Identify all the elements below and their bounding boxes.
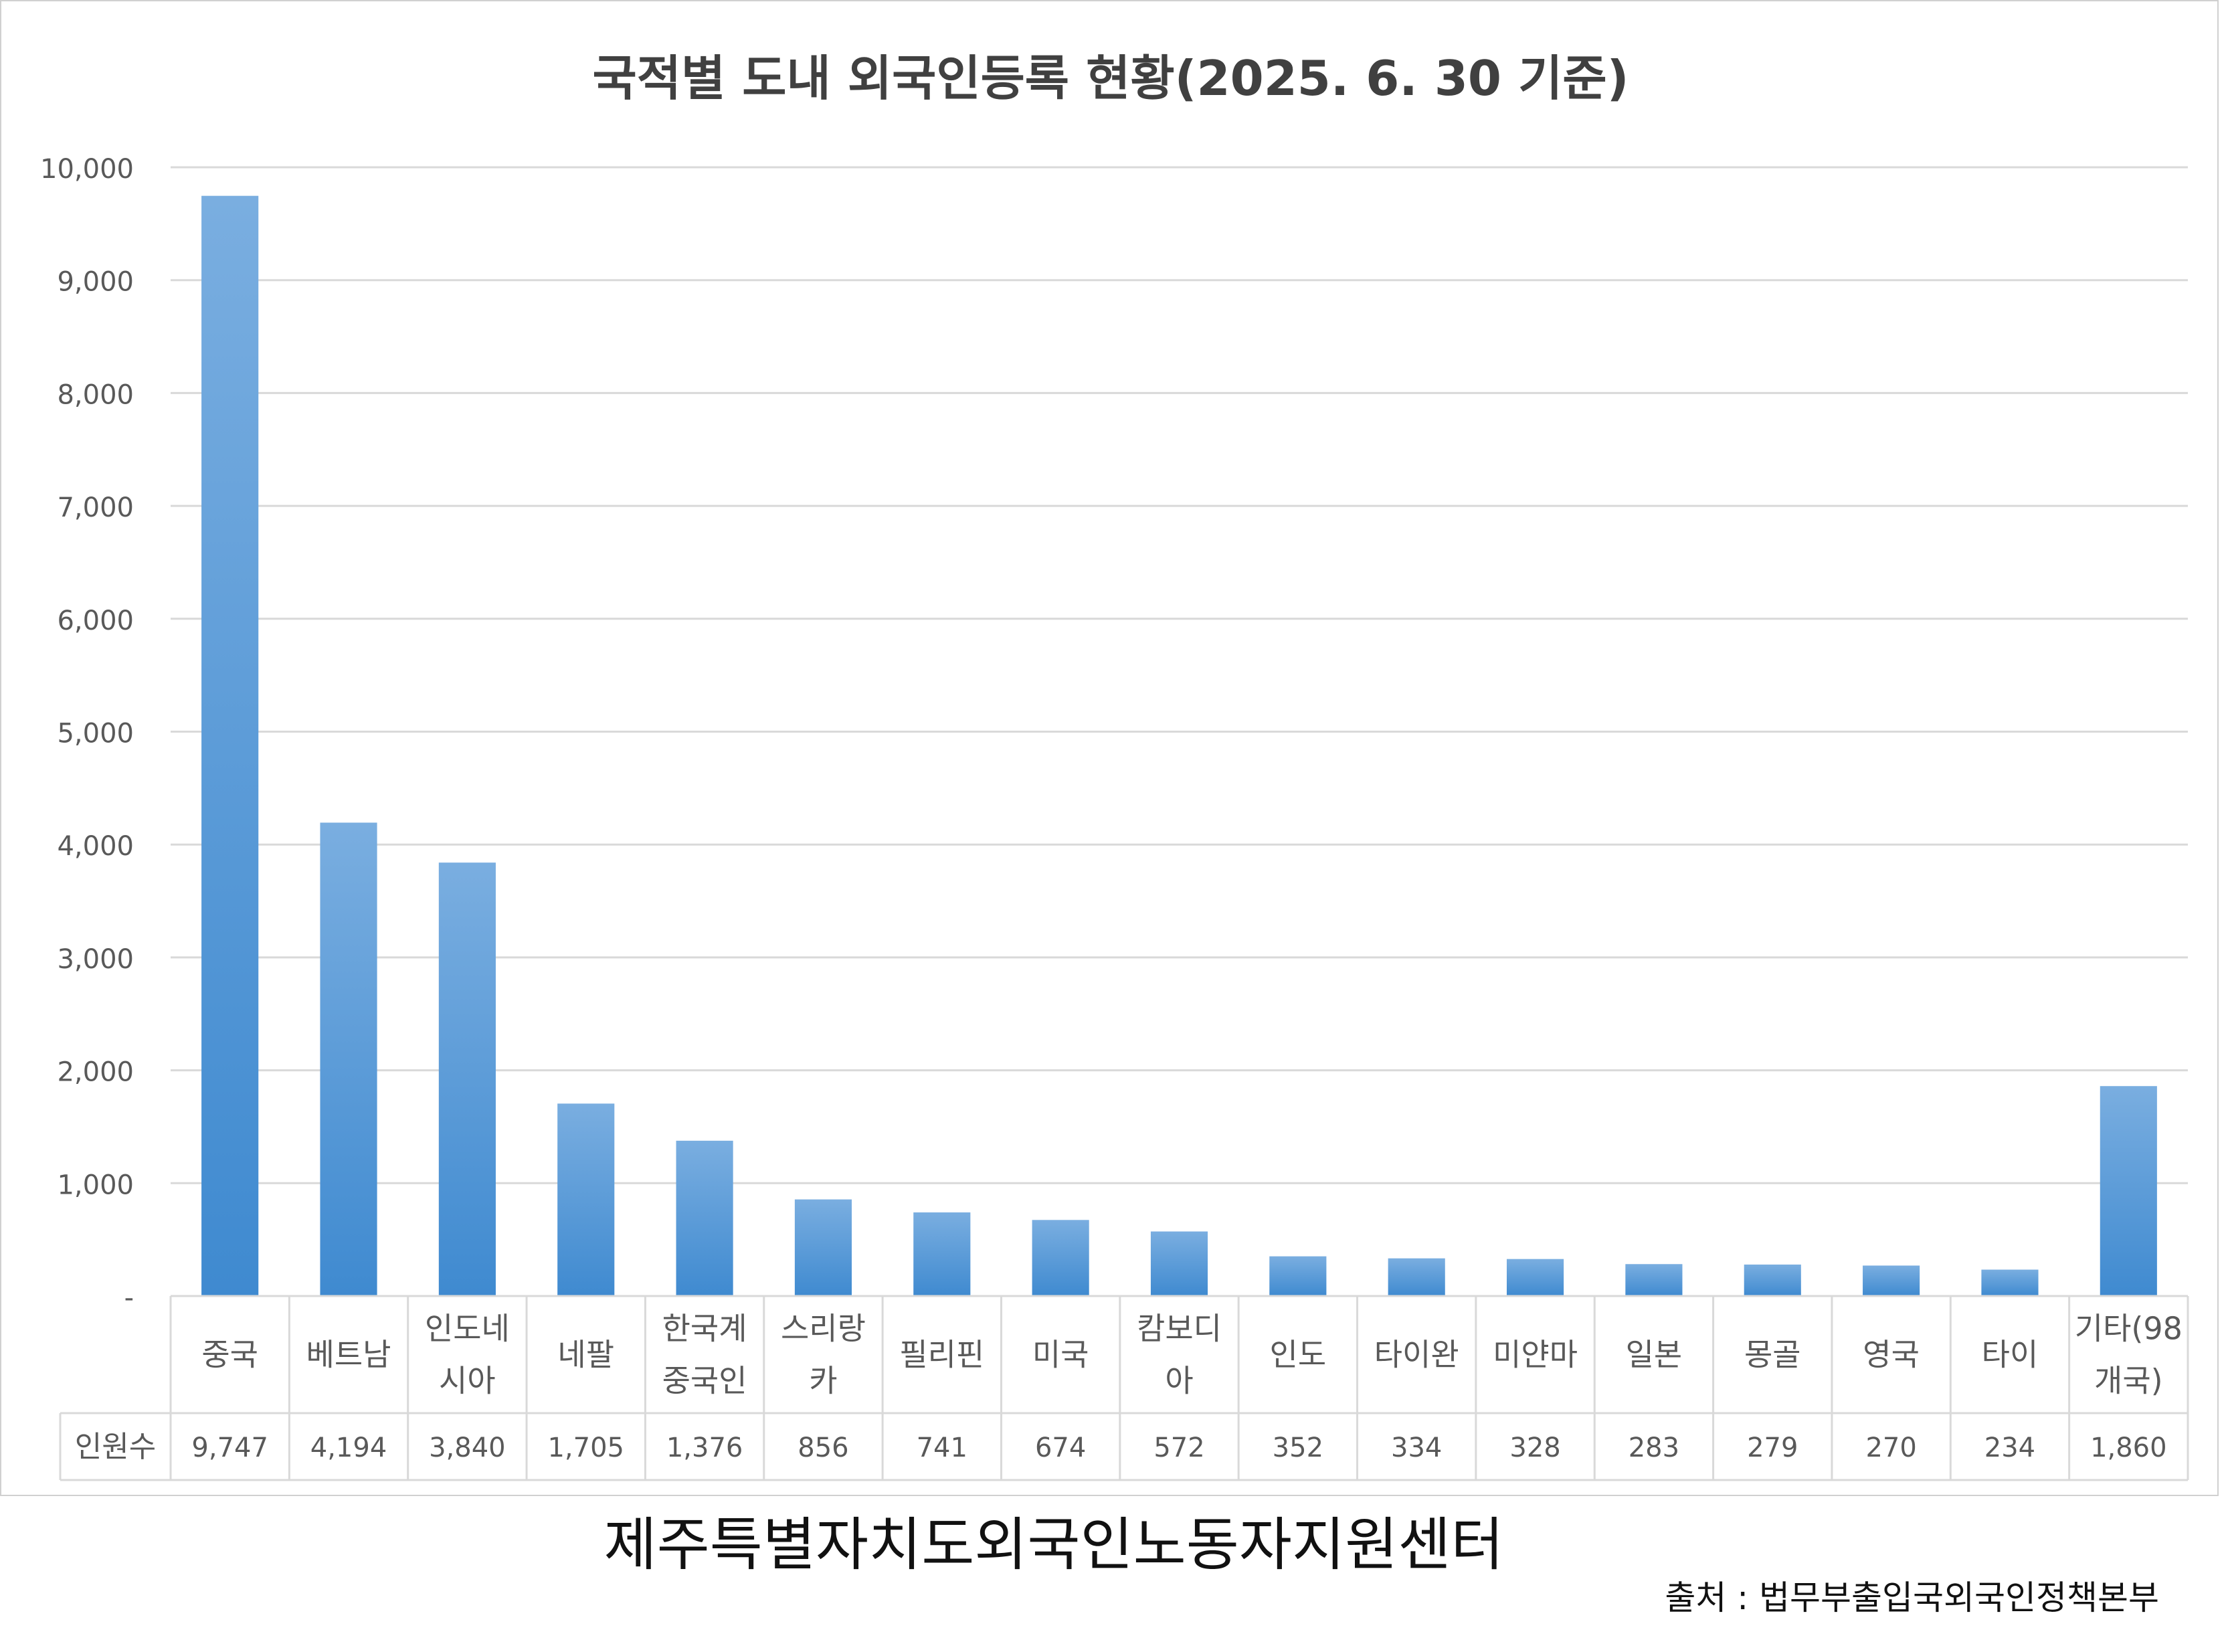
bar (1744, 1264, 1801, 1296)
bars (201, 195, 2157, 1296)
y-tick-label: 4,000 (57, 831, 134, 862)
data-value-label: 279 (1747, 1433, 1798, 1463)
category-label: 미국 (1032, 1337, 1089, 1373)
chart-title: 국적별 도내 외국인등록 현황(2025. 6. 30 기준) (593, 50, 1629, 106)
category-label: 스리랑 (781, 1311, 866, 1347)
data-value-label: 334 (1391, 1433, 1442, 1463)
data-value-label: 674 (1035, 1433, 1086, 1463)
bar (1150, 1231, 1208, 1296)
chart-svg: 국적별 도내 외국인등록 현황(2025. 6. 30 기준) - 1,000 2,… (40, 50, 2189, 1481)
category-label: 영국 (1863, 1337, 1920, 1373)
bar (201, 195, 259, 1296)
category-label: 중국인 (662, 1363, 747, 1399)
bar (1863, 1265, 1920, 1296)
data-value-label: 4,194 (310, 1433, 387, 1463)
bar (320, 822, 377, 1296)
data-value-label: 856 (798, 1433, 848, 1463)
data-value-label: 3,840 (429, 1433, 506, 1463)
source-value: 법무부출입국외국인정책본부 (1759, 1578, 2159, 1617)
series-name-label: 인원수 (75, 1430, 156, 1464)
organization-name: 제주특별자치도외국인노동자지원센터 (604, 1511, 1504, 1578)
category-label: 아 (1165, 1363, 1193, 1399)
y-tick-label: 2,000 (57, 1057, 134, 1088)
y-tick-label: - (124, 1283, 134, 1313)
data-value-label: 352 (1273, 1433, 1323, 1463)
y-tick-label: 8,000 (57, 379, 134, 410)
category-label: 한국계 (662, 1311, 747, 1347)
bar (1981, 1269, 2039, 1296)
bar (794, 1199, 852, 1296)
y-tick-label: 1,000 (57, 1170, 134, 1200)
y-tick-label: 9,000 (57, 267, 134, 298)
bar (557, 1103, 615, 1296)
data-value-label: 1,705 (547, 1433, 624, 1463)
bar (1506, 1259, 1564, 1296)
y-tick-label: 10,000 (40, 154, 134, 185)
category-label: 네팔 (557, 1337, 614, 1373)
bar (1625, 1264, 1683, 1296)
bar (438, 862, 496, 1296)
category-label: 타이완 (1374, 1337, 1459, 1373)
category-label: 개국) (2094, 1363, 2163, 1399)
category-label: 중국 (201, 1337, 258, 1373)
data-value-label: 1,860 (2090, 1433, 2167, 1463)
gridlines (171, 166, 2188, 1184)
data-value-label: 270 (1865, 1433, 1916, 1463)
bar (2100, 1086, 2157, 1296)
y-tick-label: 3,000 (57, 944, 134, 975)
data-value-label: 9,747 (191, 1433, 268, 1463)
bar (1032, 1220, 1089, 1296)
y-tick-label: 6,000 (57, 606, 134, 636)
data-value-label: 283 (1629, 1433, 1679, 1463)
y-tick-label: 5,000 (57, 719, 134, 749)
category-label: 인도 (1270, 1337, 1327, 1373)
category-label: 베트남 (306, 1337, 391, 1373)
bar (1269, 1256, 1327, 1296)
data-value-label: 572 (1153, 1433, 1204, 1463)
data-value-label: 234 (1984, 1433, 2035, 1463)
y-tick-label: 7,000 (57, 492, 134, 523)
source-note: 출처 : 법무부출입국외국인정책본부 (1665, 1571, 2159, 1619)
bar (676, 1140, 733, 1296)
source-label: 출처 : (1665, 1578, 1749, 1617)
category-label: 카 (809, 1363, 837, 1399)
category-label: 필리핀 (899, 1337, 984, 1373)
bar (913, 1212, 971, 1296)
category-label: 몽골 (1744, 1337, 1801, 1373)
y-axis-ticks: - 1,000 2,000 3,000 4,000 5,000 6,000 7,000 8,00… (40, 154, 134, 1313)
category-label: 캄보디 (1137, 1311, 1222, 1347)
category-label: 기타(98 (2075, 1311, 2183, 1347)
data-value-label: 1,376 (666, 1433, 743, 1463)
category-label: 인도네 (425, 1311, 510, 1347)
category-label: 미얀마 (1493, 1337, 1578, 1373)
category-label: 일본 (1626, 1337, 1683, 1373)
bar (1388, 1258, 1445, 1296)
category-label: 타이 (1982, 1337, 2039, 1373)
data-value-label: 741 (917, 1433, 967, 1463)
category-label: 시아 (439, 1363, 496, 1399)
data-value-label: 328 (1509, 1433, 1560, 1463)
chart-frame: 국적별 도내 외국인등록 현황(2025. 6. 30 기준) - 1,000 2,… (0, 0, 2219, 1496)
